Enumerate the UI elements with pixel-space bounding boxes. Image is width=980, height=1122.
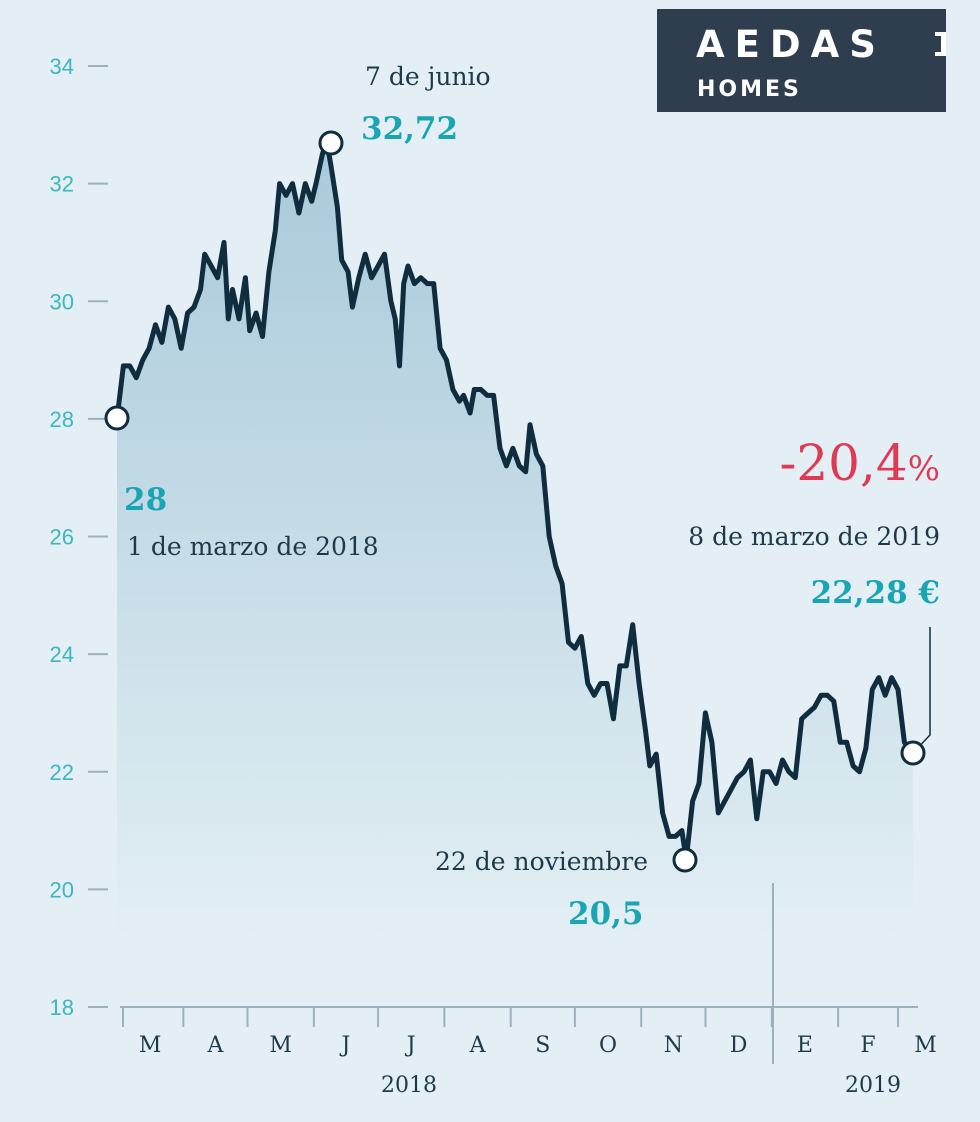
y-tick-label: 34 [50, 54, 74, 79]
price-line [114, 138, 916, 863]
start-value: 28 [124, 482, 167, 518]
aedas-homes-logo: AEDAS HOMES [657, 9, 946, 112]
max-value: 32,72 [361, 111, 458, 147]
x-tick-label: F [860, 1033, 875, 1058]
x-tick-label: J [340, 1033, 351, 1058]
logo-bracket-inner [935, 36, 941, 52]
x-tick-label: E [797, 1033, 813, 1058]
y-tick-label: 24 [50, 642, 74, 667]
y-axis: 18 20 22 24 26 28 30 32 34 [50, 54, 108, 1020]
min-date: 22 de noviembre [435, 847, 648, 876]
y-tick-label: 22 [50, 760, 74, 785]
max-date: 7 de junio [365, 62, 491, 91]
end-value: 22,28 € [811, 575, 940, 611]
y-tick-label: 28 [50, 407, 74, 432]
y-tick-label: 30 [50, 289, 74, 314]
end-date: 8 de marzo de 2019 [688, 522, 940, 551]
change-value: -20,4 [779, 434, 907, 492]
change-percent: -20,4% [779, 434, 940, 492]
x-tick-label: M [139, 1033, 162, 1058]
x-tick-label: M [914, 1033, 937, 1058]
x-tick-label: S [535, 1033, 550, 1058]
x-tick-label: M [269, 1033, 292, 1058]
y-tick-label: 26 [50, 525, 74, 550]
y-tick-label: 20 [50, 877, 74, 902]
x-tick-label: N [664, 1033, 683, 1058]
end-leader-line [912, 627, 931, 754]
y-tick-label: 32 [50, 172, 74, 197]
change-unit: % [908, 449, 940, 489]
year-label-2019: 2019 [845, 1073, 901, 1098]
y-tick-label: 18 [50, 995, 74, 1020]
x-tick-label: A [469, 1033, 487, 1058]
marker-max [318, 130, 344, 156]
x-tick-label: A [206, 1033, 224, 1058]
logo-sub: HOMES [697, 77, 802, 102]
x-tick-label: D [730, 1033, 748, 1058]
price-area [117, 141, 913, 941]
start-date: 1 de marzo de 2018 [127, 532, 379, 561]
marker-end [900, 740, 926, 766]
marker-min [672, 847, 698, 873]
min-value: 20,5 [568, 896, 644, 932]
logo-background [657, 9, 946, 112]
x-tick-label: O [599, 1033, 617, 1058]
year-label-2018: 2018 [381, 1073, 437, 1098]
marker-start [104, 405, 130, 431]
x-tick-label: J [405, 1033, 416, 1058]
logo-name: AEDAS [696, 23, 886, 66]
